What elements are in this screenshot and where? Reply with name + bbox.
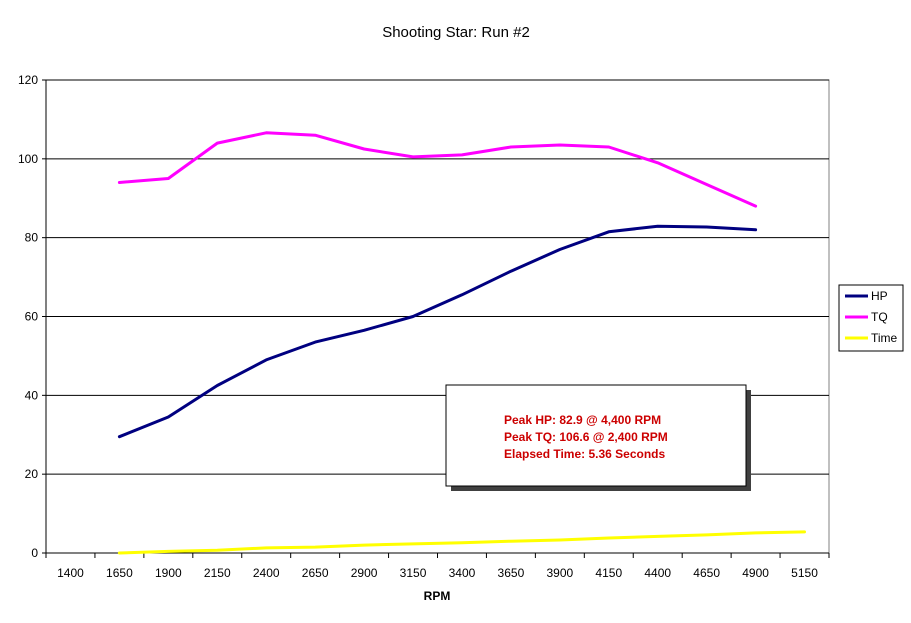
- x-axis-title: RPM: [424, 589, 451, 603]
- series-lines: [117, 131, 806, 555]
- legend-label-time: Time: [871, 331, 898, 345]
- annotation-line: Peak HP: 82.9 @ 4,400 RPM: [504, 413, 661, 427]
- x-tick-label: 2650: [302, 566, 329, 580]
- series-line-hp: [117, 224, 758, 439]
- legend: HP TQ Time: [838, 284, 904, 352]
- x-tick-label: 3150: [400, 566, 427, 580]
- x-tick-label: 3400: [449, 566, 476, 580]
- y-tick-label: 100: [18, 152, 38, 166]
- x-tick-label: 2900: [351, 566, 378, 580]
- y-tick-label: 20: [25, 467, 39, 481]
- x-tick-label: 4150: [595, 566, 622, 580]
- y-tick-label: 40: [25, 388, 39, 402]
- x-tick-label: 4900: [742, 566, 769, 580]
- legend-label-tq: TQ: [871, 310, 888, 324]
- x-tick-label: 1900: [155, 566, 182, 580]
- annotation-line: Elapsed Time: 5.36 Seconds: [504, 447, 666, 461]
- x-tick-label: 1650: [106, 566, 133, 580]
- y-tick-label: 120: [18, 73, 38, 87]
- x-tick-label: 4400: [644, 566, 671, 580]
- legend-label-hp: HP: [871, 289, 888, 303]
- series-line-time: [117, 530, 806, 555]
- annotation-line: Peak TQ: 106.6 @ 2,400 RPM: [504, 430, 668, 444]
- chart-title: Shooting Star: Run #2: [382, 24, 530, 41]
- x-tick-label: 3650: [498, 566, 525, 580]
- y-tick-labels: 0 20 40 60 80 100 120: [18, 73, 38, 560]
- x-tick-labels: 1400 1650 1900 2150 2400 2650 2900 3150 3400 3650…: [57, 566, 818, 580]
- axes: [42, 79, 830, 558]
- annotation-frame: [445, 384, 747, 487]
- annotation-box: Peak HP: 82.9 @ 4,400 RPM Peak TQ: 106.6 …: [445, 384, 751, 491]
- x-tick-label: 1400: [57, 566, 84, 580]
- x-tick-label: 3900: [546, 566, 573, 580]
- y-tick-label: 0: [31, 546, 38, 560]
- series-line-tq: [117, 131, 758, 208]
- x-tick-label: 4650: [693, 566, 720, 580]
- x-tick-label: 5150: [791, 566, 818, 580]
- x-tick-label: 2150: [204, 566, 231, 580]
- y-tick-label: 80: [25, 231, 39, 245]
- y-tick-label: 60: [25, 310, 39, 324]
- x-tick-label: 2400: [253, 566, 280, 580]
